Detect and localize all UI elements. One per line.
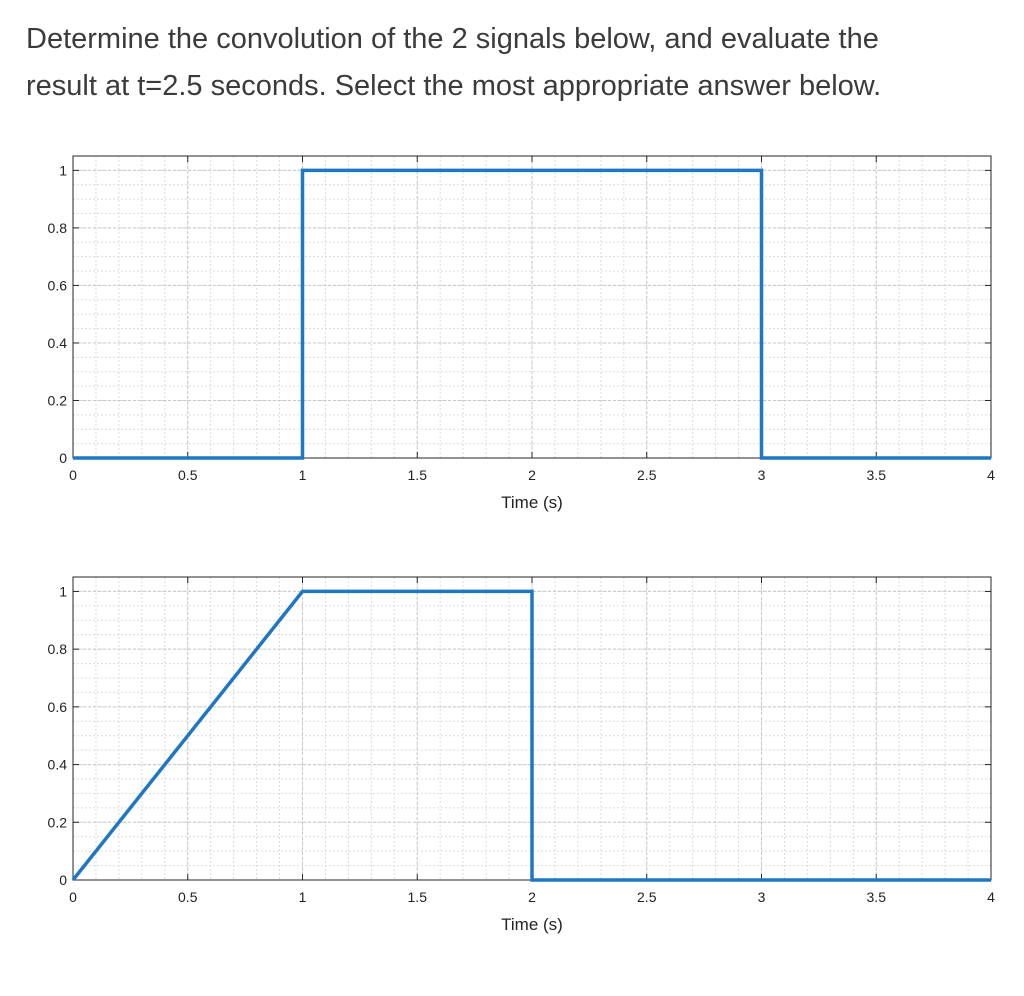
chart-1-x-tick-label: 3 [758,467,766,483]
chart-2-x-tick-label: 3 [758,889,766,905]
chart-2-x-tick-label: 0 [69,889,77,905]
chart-1-x-tick-label: 2.5 [637,467,657,483]
chart-2-x-tick-label: 3.5 [867,889,887,905]
chart-1-y-tick-label: 0 [59,450,67,466]
chart-1-y-tick-label: 0.4 [48,335,68,351]
chart-1-x-tick-label: 0.5 [178,467,198,483]
chart-1-y-tick-label: 0.6 [48,277,68,293]
chart-2-x-tick-label: 2 [528,889,536,905]
chart-2-series-line [71,589,991,882]
signal-1-chart: 0 0.5 1 1.5 2 2.5 3 3.5 4 0 0.2 0.4 0.6 0.8 1 Time (s) [48,155,995,512]
chart-1-series-line [73,168,991,460]
chart-1-y-tick-label: 1 [59,162,67,178]
chart-2-y-tick-label: 0.4 [48,757,68,773]
chart-1-y-tick-label: 0.2 [48,392,68,408]
chart-2-x-tick-label: 1.5 [408,889,428,905]
chart-1-x-tick-label: 0 [69,467,77,483]
signal-2-chart: 0 0.5 1 1.5 2 2.5 3 3.5 4 0 0.2 0.4 0.6 0.8 1 Time (s) [48,576,995,934]
question-line-2: result at t=2.5 seconds. Select the most… [26,70,882,102]
chart-2-x-tick-label: 2.5 [637,889,657,905]
chart-1-x-tick-label: 1 [299,467,307,483]
chart-1-x-tick-label: 3.5 [867,467,887,483]
chart-2-x-axis-label: Time (s) [501,915,563,934]
question-line-1: Determine the convolution of the 2 signa… [26,23,879,55]
chart-2-y-tick-label: 0 [59,872,67,888]
chart-2-y-tick-label: 0.2 [48,814,68,830]
chart-2-y-tick-label: 1 [59,583,67,599]
chart-2-x-tick-label: 4 [987,889,995,905]
chart-1-y-tick-label: 0.8 [48,220,68,236]
chart-2-x-tick-label: 0.5 [178,889,198,905]
chart-1-x-tick-label: 2 [528,467,536,483]
chart-2-x-tick-label: 1 [299,889,307,905]
chart-1-x-tick-label: 4 [987,467,995,483]
chart-2-y-tick-label: 0.8 [48,641,68,657]
chart-1-x-axis-label: Time (s) [501,493,563,512]
chart-1-x-tick-label: 1.5 [408,467,428,483]
chart-2-y-tick-label: 0.6 [48,699,68,715]
question-text: Determine the convolution of the 2 signa… [26,16,1006,110]
